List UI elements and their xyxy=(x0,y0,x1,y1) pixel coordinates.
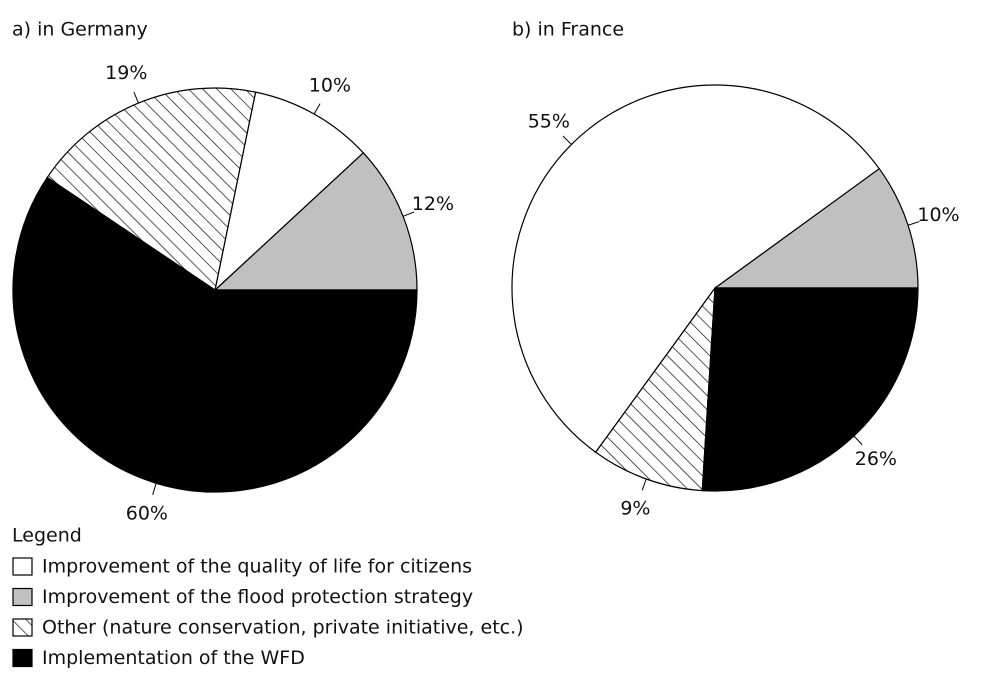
leader-line xyxy=(562,135,572,145)
data-label: 10% xyxy=(917,204,959,226)
data-label: 26% xyxy=(855,448,897,470)
leader-line xyxy=(133,91,139,104)
legend-swatch xyxy=(12,557,33,576)
legend-swatch xyxy=(12,618,33,637)
pie-slice xyxy=(594,285,716,492)
data-label: 60% xyxy=(126,502,168,524)
data-label: 10% xyxy=(309,75,351,97)
data-label: 55% xyxy=(528,110,570,132)
leader-line xyxy=(907,221,920,226)
legend-title: Legend xyxy=(12,525,82,547)
pie-slice xyxy=(713,167,919,289)
pie-slice xyxy=(701,287,919,492)
legend-label: Other (nature conservation, private init… xyxy=(42,617,524,639)
pie-slice xyxy=(213,151,418,291)
leader-line xyxy=(313,103,321,115)
pie-slice xyxy=(214,91,365,292)
leader-line xyxy=(853,435,863,446)
legend-label: Implementation of the WFD xyxy=(42,647,305,669)
chart-title: a) in Germany xyxy=(12,19,148,41)
pie-slice xyxy=(46,87,257,291)
legend-label: Improvement of the quality of life for c… xyxy=(42,556,472,578)
legend-swatch xyxy=(12,587,33,607)
leader-line xyxy=(402,211,415,217)
legend-label: Improvement of the flood protection stra… xyxy=(42,586,473,608)
leader-line xyxy=(641,478,647,491)
chart-title: b) in France xyxy=(512,19,624,41)
leader-line xyxy=(152,483,157,495)
data-label: 9% xyxy=(620,498,650,520)
data-label: 19% xyxy=(105,62,147,84)
data-label: 12% xyxy=(412,193,454,215)
legend-swatch xyxy=(12,648,33,668)
